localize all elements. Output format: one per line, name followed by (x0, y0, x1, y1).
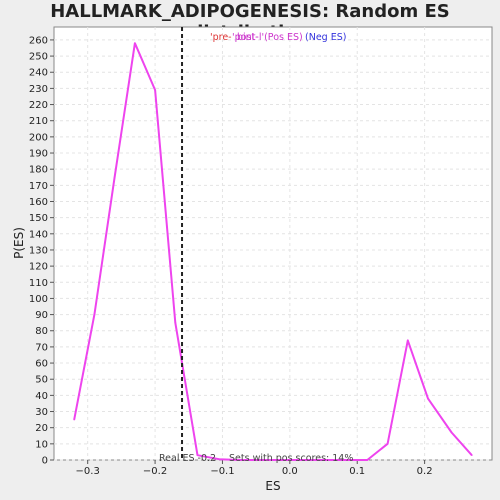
data-point (319, 459, 321, 461)
data-point (470, 454, 473, 456)
data-point (196, 454, 199, 456)
y-tick-label: 230 (29, 84, 48, 95)
y-tick-label: 30 (35, 407, 48, 418)
data-point (339, 459, 342, 461)
y-tick-label: 210 (29, 116, 48, 127)
data-point (174, 321, 177, 324)
y-axis: 0 10 20 30 40 50 60 70 80 90 100 110 120 130 140 150 160… (29, 35, 54, 467)
y-tick-label: 20 (35, 423, 48, 434)
y-tick-label: 240 (29, 68, 48, 79)
data-point (386, 443, 389, 445)
data-point (238, 459, 241, 461)
series-group (73, 42, 473, 461)
data-point (73, 418, 76, 421)
y-tick-label: 260 (29, 35, 48, 46)
pos-scores-annotation: Sets with pos scores: 14% (229, 453, 353, 464)
data-point (218, 458, 220, 460)
data-point (134, 42, 136, 44)
data-point (427, 397, 429, 400)
y-tick-label: 180 (29, 165, 48, 176)
data-point (406, 339, 409, 342)
grid-lines (54, 27, 492, 461)
x-tick-label: −0.1 (210, 466, 234, 477)
y-tick-label: 140 (29, 229, 48, 240)
legend-mid: bint-l'(Pos ES) (237, 32, 303, 43)
y-tick-label: 80 (35, 326, 48, 337)
data-point (299, 459, 301, 461)
x-axis-label: ES (265, 479, 280, 493)
y-tick-label: 150 (29, 213, 48, 224)
y-tick-label: 60 (35, 359, 48, 370)
legend-neg: (Neg ES) (305, 32, 346, 43)
y-tick-label: 100 (29, 294, 48, 305)
x-tick-label: −0.2 (143, 466, 167, 477)
y-tick-label: 200 (29, 132, 48, 143)
x-tick-label: 0.0 (282, 466, 298, 477)
real-es-annotation: Real ES -0.2 (159, 453, 216, 464)
x-tick-label: 0.2 (417, 466, 433, 477)
y-tick-label: 10 (35, 439, 48, 450)
data-point (113, 176, 116, 179)
y-tick-label: 50 (35, 375, 48, 386)
data-point (258, 459, 261, 461)
x-tick-label: 0.1 (349, 466, 365, 477)
y-tick-label: 130 (29, 245, 48, 256)
y-tick-label: 160 (29, 197, 48, 208)
data-point (450, 431, 453, 434)
legend-pos: 'post- (232, 32, 259, 43)
data-point (154, 89, 156, 91)
y-tick-label: 40 (35, 391, 48, 402)
data-point (93, 313, 96, 316)
es-distribution-line (73, 42, 473, 461)
y-tick-label: 250 (29, 52, 48, 63)
y-tick-label: 170 (29, 181, 48, 192)
y-tick-label: 110 (29, 278, 48, 289)
y-tick-label: 190 (29, 149, 48, 160)
y-tick-label: 70 (35, 342, 48, 353)
data-point (366, 459, 369, 461)
y-tick-label: 0 (42, 456, 48, 467)
y-tick-label: 220 (29, 100, 48, 111)
y-axis-label: P(ES) (12, 227, 26, 259)
y-tick-label: 120 (29, 262, 48, 273)
y-tick-label: 90 (35, 310, 48, 321)
legend-pre: 'pre- (210, 32, 232, 43)
data-point (278, 459, 281, 461)
x-tick-label: −0.3 (76, 466, 100, 477)
